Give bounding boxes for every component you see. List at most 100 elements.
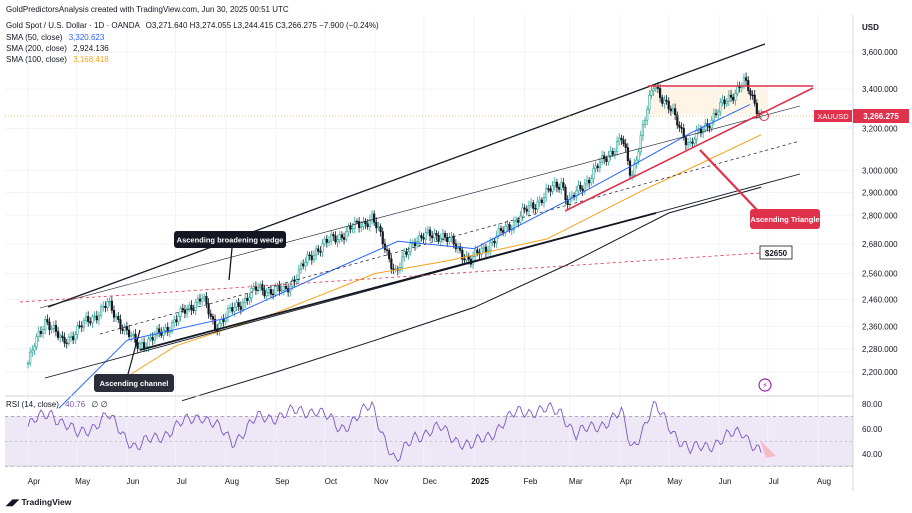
candle[interactable]: [441, 228, 445, 243]
candle[interactable]: [69, 331, 73, 343]
candle[interactable]: [465, 250, 468, 264]
candle[interactable]: [648, 90, 651, 115]
candle[interactable]: [639, 130, 642, 156]
candle[interactable]: [545, 183, 548, 202]
candle[interactable]: [104, 301, 107, 313]
candle[interactable]: [190, 300, 193, 316]
candle[interactable]: [635, 156, 638, 169]
candle[interactable]: [699, 125, 703, 138]
candle[interactable]: [729, 90, 733, 102]
candle[interactable]: [443, 230, 447, 242]
candle[interactable]: [532, 199, 535, 214]
candle[interactable]: [691, 137, 694, 149]
candle[interactable]: [495, 230, 498, 248]
candle[interactable]: [405, 247, 408, 258]
candle[interactable]: [308, 251, 311, 261]
candle[interactable]: [622, 135, 625, 147]
candle[interactable]: [175, 314, 178, 327]
candle[interactable]: [332, 231, 335, 241]
candle[interactable]: [269, 284, 273, 298]
candle[interactable]: [734, 89, 737, 106]
candle[interactable]: [459, 242, 462, 254]
candle[interactable]: [149, 332, 152, 342]
candle[interactable]: [173, 315, 176, 328]
candle[interactable]: [278, 280, 281, 296]
candle[interactable]: [194, 298, 197, 316]
candle[interactable]: [521, 202, 524, 222]
candle[interactable]: [596, 163, 599, 173]
candle[interactable]: [82, 317, 85, 332]
candle[interactable]: [317, 244, 320, 256]
candle[interactable]: [686, 138, 690, 149]
candle[interactable]: [609, 146, 612, 161]
candle[interactable]: [327, 235, 331, 247]
candle[interactable]: [551, 180, 554, 195]
candle[interactable]: [31, 345, 34, 357]
candle[interactable]: [261, 280, 264, 296]
candle[interactable]: [585, 175, 589, 189]
candle[interactable]: [749, 87, 752, 100]
candle[interactable]: [54, 320, 58, 337]
price-tag[interactable]: XAUUSD 3,266.275: [814, 109, 909, 123]
candle[interactable]: [237, 298, 240, 311]
candle[interactable]: [319, 246, 322, 257]
candle[interactable]: [276, 282, 279, 292]
candle[interactable]: [349, 222, 352, 234]
candle[interactable]: [44, 315, 47, 335]
candle[interactable]: [392, 263, 395, 275]
candle[interactable]: [523, 204, 526, 214]
candle[interactable]: [26, 360, 30, 369]
candle[interactable]: [641, 119, 644, 141]
candle[interactable]: [547, 184, 550, 193]
candle[interactable]: [409, 238, 412, 256]
candle[interactable]: [84, 312, 88, 325]
candle[interactable]: [463, 254, 466, 265]
candle[interactable]: [611, 147, 614, 157]
candle[interactable]: [100, 303, 103, 319]
channel-label[interactable]: Ascending channel: [94, 374, 174, 392]
candle[interactable]: [362, 217, 365, 231]
candle[interactable]: [345, 226, 348, 243]
candle[interactable]: [368, 214, 371, 232]
candle[interactable]: [188, 301, 191, 313]
candle[interactable]: [590, 174, 593, 186]
candle[interactable]: [418, 231, 421, 247]
candle[interactable]: [540, 197, 543, 206]
candle[interactable]: [342, 232, 346, 245]
candle[interactable]: [480, 243, 483, 258]
candle[interactable]: [304, 257, 307, 272]
candle[interactable]: [338, 230, 341, 244]
candle[interactable]: [267, 286, 270, 297]
candle[interactable]: [63, 332, 66, 348]
candle[interactable]: [377, 221, 380, 232]
candle[interactable]: [727, 90, 730, 107]
candle[interactable]: [196, 295, 199, 308]
candle[interactable]: [310, 250, 313, 265]
candle[interactable]: [708, 122, 711, 133]
candle[interactable]: [355, 218, 359, 225]
candle[interactable]: [373, 210, 376, 226]
legend-sma50[interactable]: SMA (50, close) 3,320.623: [6, 33, 104, 42]
candle[interactable]: [89, 317, 92, 326]
candle[interactable]: [112, 305, 116, 322]
candle[interactable]: [620, 134, 623, 146]
candle[interactable]: [476, 247, 479, 257]
candle[interactable]: [61, 331, 64, 342]
candle[interactable]: [732, 93, 735, 104]
candle[interactable]: [39, 326, 42, 338]
candle[interactable]: [140, 338, 144, 349]
candle[interactable]: [663, 95, 666, 109]
candle[interactable]: [170, 319, 174, 335]
candle[interactable]: [471, 251, 475, 269]
candle[interactable]: [667, 97, 670, 114]
candle[interactable]: [302, 259, 305, 270]
candle[interactable]: [248, 292, 251, 305]
candle[interactable]: [579, 181, 582, 193]
candle[interactable]: [168, 326, 172, 338]
candle[interactable]: [80, 321, 83, 333]
candle[interactable]: [678, 121, 681, 132]
legend-sma100[interactable]: SMA (100, close) 3,168.418: [6, 55, 109, 64]
candle[interactable]: [527, 200, 531, 217]
candle[interactable]: [360, 221, 363, 233]
candle[interactable]: [652, 85, 655, 96]
